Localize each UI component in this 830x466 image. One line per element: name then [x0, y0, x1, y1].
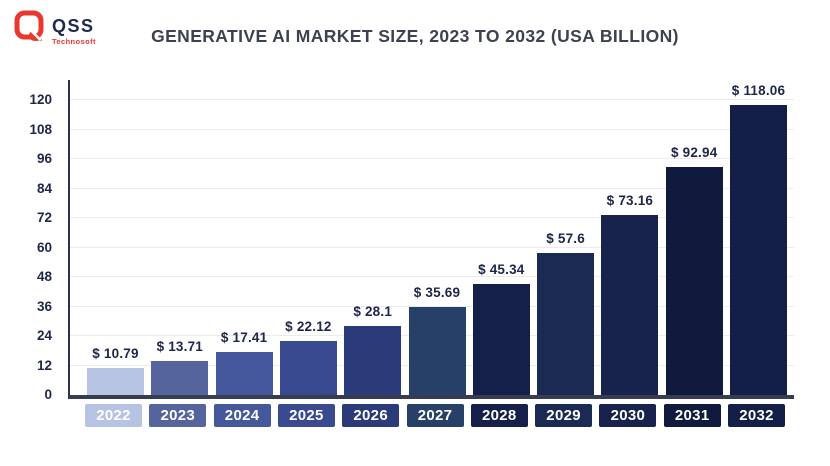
bar-2027 — [408, 307, 466, 395]
x-axis-year-chip-2023: 2023 — [149, 404, 207, 427]
y-tick-label: 120 — [29, 92, 52, 107]
y-tick-label: 84 — [36, 180, 52, 196]
x-axis-year-chip-2032: 2032 — [728, 404, 785, 427]
x-axis-year-chip-2029: 2029 — [535, 404, 593, 427]
bar-2022 — [87, 368, 144, 395]
y-tick-label: 60 — [36, 239, 52, 255]
bar-2024 — [215, 352, 273, 395]
bar-2030 — [601, 215, 659, 395]
logo-name: QSS — [52, 15, 95, 36]
y-axis: 0 12 24 36 48 60 72 84 96 108 120 — [0, 80, 60, 402]
x-axis-year-chip-2024: 2024 — [213, 404, 271, 427]
bar-2032 — [730, 104, 787, 395]
bar-value-label-2023: $ 13.71 — [156, 339, 204, 355]
plot-area: $ 10.79 $ 13.71 $ 17.41 $ 22.12 $ 28.1 $ 35.6… — [68, 80, 794, 399]
y-tick-label: 0 — [44, 387, 52, 402]
x-axis-year-chip-2028: 2028 — [470, 404, 528, 427]
qss-logo: QSS Technosoft — [14, 10, 96, 52]
y-tick-label: 12 — [36, 357, 52, 373]
bar-value-label-2024: $ 17.41 — [220, 330, 268, 346]
x-axis-year-chip-2026: 2026 — [342, 404, 400, 427]
gridline — [70, 276, 794, 277]
chart-title: GENERATIVE AI MARKET SIZE, 2023 TO 2032 … — [151, 26, 679, 46]
bar-value-label-2025: $ 22.12 — [285, 318, 332, 334]
bar-value-label-2031: $ 92.94 — [670, 144, 718, 160]
bar-value-label-2032: $ 118.06 — [731, 82, 786, 98]
y-tick-label: 48 — [36, 269, 52, 284]
x-axis-year-chip-2031: 2031 — [663, 404, 721, 427]
bar-value-label-2022: $ 10.79 — [92, 346, 139, 362]
y-tick-label: 24 — [36, 328, 52, 343]
gridline — [70, 305, 794, 307]
bar-2026 — [344, 325, 402, 395]
x-axis-year-chip-2022: 2022 — [85, 404, 142, 427]
bar-2025 — [279, 340, 337, 395]
bar-2023 — [151, 361, 209, 395]
gridline — [70, 158, 794, 159]
bar-value-label-2029: $ 57.6 — [546, 231, 585, 247]
y-tick-label: 108 — [29, 121, 52, 137]
bar-2029 — [537, 253, 595, 395]
y-tick-label: 96 — [36, 151, 52, 166]
x-axis-year-chip-2025: 2025 — [277, 404, 335, 427]
x-axis-year-chip-2027: 2027 — [406, 404, 464, 427]
bar-2028 — [472, 283, 530, 395]
bar-2031 — [665, 166, 723, 395]
bar-value-label-2028: $ 45.34 — [478, 261, 525, 277]
gridline — [70, 217, 794, 218]
logo-text: QSS Technosoft — [52, 17, 96, 46]
y-tick-label: 36 — [36, 298, 52, 314]
gridline — [70, 187, 794, 189]
y-tick-label: 72 — [36, 210, 52, 225]
gridline — [70, 99, 794, 100]
qss-q-icon — [14, 10, 45, 52]
gridline — [70, 128, 794, 130]
bar-value-label-2026: $ 28.1 — [353, 303, 393, 319]
bar-value-label-2030: $ 73.16 — [606, 193, 654, 209]
gridline — [70, 246, 794, 248]
x-axis-year-chip-2030: 2030 — [599, 404, 657, 427]
logo-subtitle: Technosoft — [52, 36, 96, 46]
x-axis-labels: 2022 2023 2024 2025 2026 2027 2028 2029 2030 2031… — [68, 404, 792, 428]
bar-value-label-2027: $ 35.69 — [413, 285, 461, 301]
